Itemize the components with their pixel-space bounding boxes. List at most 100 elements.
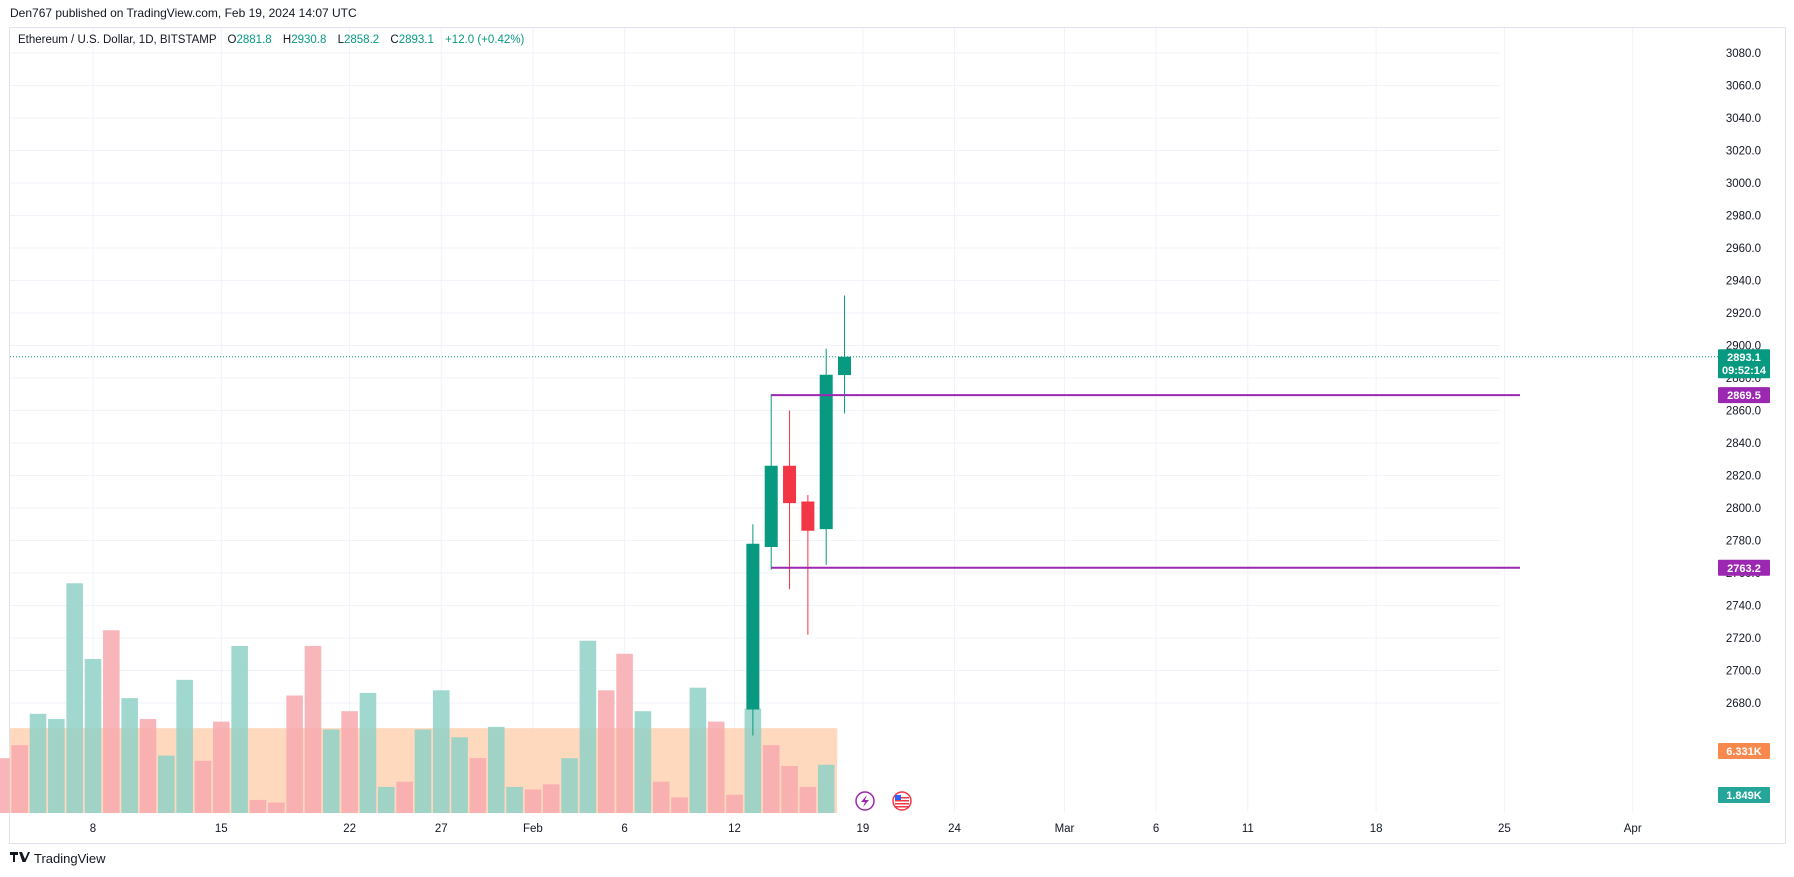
volume-bar xyxy=(451,737,468,813)
y-tick-label: 2860.0 xyxy=(1726,406,1761,418)
volume-bar xyxy=(377,786,395,813)
open-label: O xyxy=(227,34,237,46)
candle-body xyxy=(819,374,833,530)
volume-bar xyxy=(652,781,670,813)
candle-body xyxy=(838,356,852,376)
volume-bar xyxy=(213,721,230,813)
volume-bar xyxy=(139,719,157,813)
x-tick-label: 6 xyxy=(621,823,627,835)
flag-stripe xyxy=(895,797,909,799)
volume-bar xyxy=(579,640,597,813)
volume-bar xyxy=(524,789,542,813)
volume-bar xyxy=(322,729,340,813)
flag-canton xyxy=(895,795,901,800)
x-tick-label: 6 xyxy=(1153,823,1159,835)
low-label: L xyxy=(337,34,344,46)
volume-last-label-bg xyxy=(1718,787,1770,803)
x-tick-label: 25 xyxy=(1498,823,1511,835)
volume-last-label-text: 1.849K xyxy=(1726,790,1762,802)
volume-bar xyxy=(84,658,102,813)
event-icons xyxy=(855,791,912,811)
volume-bar xyxy=(0,758,10,813)
y-tick-label: 2680.0 xyxy=(1726,698,1761,710)
volume-bar xyxy=(781,766,798,813)
volume-bar xyxy=(506,786,523,813)
volume-bar xyxy=(616,653,633,813)
volume-bar xyxy=(103,630,120,813)
lightning-shape xyxy=(861,795,869,807)
last-price-label-text: 09:52:14 xyxy=(1722,365,1767,377)
volume-bar xyxy=(121,698,138,813)
y-tick-label: 3020.0 xyxy=(1726,146,1761,158)
y-tick-label: 3060.0 xyxy=(1726,81,1761,93)
volume-bar xyxy=(707,721,725,813)
volume-bar xyxy=(469,758,487,813)
volume-bar xyxy=(176,679,193,813)
volume-last-label: 1.849K xyxy=(1718,787,1770,803)
volume-bar xyxy=(231,645,248,813)
level-price-label: 2763.2 xyxy=(1718,559,1770,576)
volume-bar xyxy=(11,745,28,813)
candle-body xyxy=(801,501,815,531)
tradingview-logo-icon xyxy=(10,851,30,866)
y-tick-label: 2940.0 xyxy=(1726,276,1761,288)
y-tick-label: 2700.0 xyxy=(1726,666,1761,678)
high-label: H xyxy=(282,34,292,46)
volume-bar xyxy=(561,758,578,813)
volume-bar xyxy=(341,711,358,813)
volume-bar xyxy=(194,760,212,813)
footer-brand[interactable]: TradingView xyxy=(10,851,106,866)
y-tick-label: 2840.0 xyxy=(1726,438,1761,450)
y-tick-label: 2800.0 xyxy=(1726,503,1761,515)
us-flag-event-icon[interactable] xyxy=(892,791,912,811)
level-lines xyxy=(10,356,1718,569)
grid xyxy=(10,28,1634,812)
volume-bar xyxy=(817,764,835,813)
y-tick-label: 2720.0 xyxy=(1726,633,1761,645)
symbol-name[interactable]: Ethereum / U.S. Dollar, 1D, BITSTAMP xyxy=(18,34,217,46)
volume-bars xyxy=(0,583,838,813)
candle-body xyxy=(783,465,797,504)
last-price-label-bg xyxy=(1718,349,1770,379)
y-tick-label: 3080.0 xyxy=(1726,48,1761,60)
x-tick-label: 22 xyxy=(343,823,356,835)
lightning-event-icon[interactable] xyxy=(855,791,875,811)
x-tick-label: 19 xyxy=(856,823,869,835)
y-tick-label: 2820.0 xyxy=(1726,471,1761,483)
low-value: 2858.2 xyxy=(344,34,380,46)
y-tick-label: 2960.0 xyxy=(1726,243,1761,255)
x-tick-label: 12 xyxy=(728,823,741,835)
x-tick-label: Apr xyxy=(1624,823,1642,835)
price-labels: 2893.109:52:14 2869.5 2763.2 6.331K 1.849K xyxy=(1718,349,1770,803)
x-tick-label: Feb xyxy=(523,823,543,835)
x-tick-label: 24 xyxy=(948,823,961,835)
volume-bar xyxy=(689,687,707,813)
volume-bar xyxy=(359,692,377,813)
candle-body xyxy=(764,465,778,547)
volume-bar xyxy=(158,755,175,813)
y-tick-label: 2780.0 xyxy=(1726,536,1761,548)
x-tick-label: Mar xyxy=(1055,823,1075,835)
volume-bar xyxy=(597,690,615,813)
volume-bar xyxy=(268,802,285,813)
x-tick-label: 27 xyxy=(435,823,448,835)
last-price-label-text: 2893.1 xyxy=(1727,352,1761,364)
volume-bar xyxy=(726,794,743,813)
open-value: 2881.8 xyxy=(236,34,272,46)
volume-ma-label-text: 6.331K xyxy=(1726,746,1762,758)
time-axis: 8 15 22 27 Feb 6 12 19 24 Mar 6 11 18 25 Apr xyxy=(90,823,1642,835)
flag-stripe xyxy=(895,806,909,808)
level-price-label-bg xyxy=(1718,559,1770,576)
volume-ma-label-bg xyxy=(1718,743,1770,759)
close-label: C xyxy=(390,34,399,46)
brand-name: TradingView xyxy=(34,851,106,866)
high-value: 2930.8 xyxy=(291,34,327,46)
level-price-label-text: 2763.2 xyxy=(1727,563,1761,575)
x-tick-label: 18 xyxy=(1370,823,1383,835)
volume-bar xyxy=(286,695,303,813)
last-price-label: 2893.109:52:14 xyxy=(1718,349,1770,379)
volume-bar xyxy=(396,781,413,813)
x-tick-label: 8 xyxy=(90,823,96,835)
volume-bar xyxy=(29,713,47,813)
